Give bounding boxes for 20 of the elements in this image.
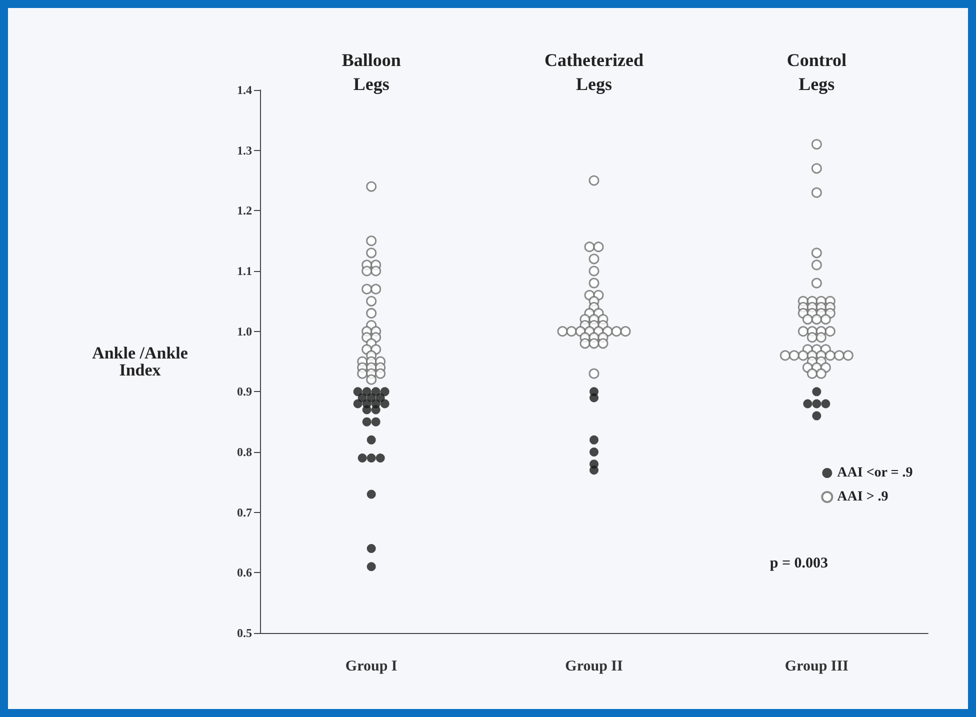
- y-tick-label: 0.9: [237, 384, 252, 399]
- x-tick-label: Group I: [345, 658, 398, 674]
- annotation: Balloon Legs: [342, 50, 401, 94]
- x-tick-label: Group III: [784, 658, 849, 674]
- x-tick-label: Group II: [565, 658, 623, 674]
- y-axis-title: Ankle /Ankle Index: [92, 344, 188, 380]
- y-tick-label: 1.0: [237, 324, 252, 338]
- legend-label: AAI <or = .9: [837, 466, 913, 480]
- annotation: Catheterized Legs: [544, 50, 644, 94]
- y-tick-label: 1.1: [237, 264, 252, 278]
- y-tick-label: 0.6: [237, 566, 252, 580]
- y-tick-label: 0.5: [237, 626, 252, 640]
- y-tick-label: 0.8: [237, 445, 252, 459]
- y-tick-label: 1.4: [237, 83, 252, 97]
- y-tick-label: 1.3: [237, 143, 252, 158]
- annotation: p = 0.003: [770, 556, 828, 572]
- y-tick-label: 1.2: [237, 204, 252, 218]
- legend-label: AAI > .9: [837, 490, 888, 504]
- y-tick-label: 0.7: [237, 505, 252, 520]
- annotation: Control Legs: [786, 50, 847, 94]
